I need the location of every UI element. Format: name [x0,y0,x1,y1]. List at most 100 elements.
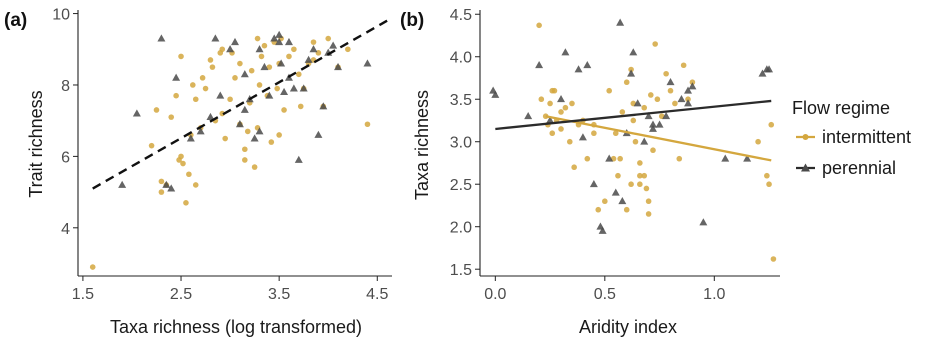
panel-a-point-perennial [309,45,318,53]
panel-a-point-intermittent [345,46,351,53]
panel-b-point-intermittent [637,160,643,166]
legend-label-intermittent: intermittent [822,127,911,147]
panel-a-point-perennial [240,70,249,78]
panel-b-point-intermittent [637,172,643,179]
panel-b-point-perennial [583,61,592,69]
panel-b-point-intermittent [764,172,770,179]
panel-b-point-intermittent [689,79,696,86]
panel-a-point-perennial [304,55,313,63]
panel-a-point-intermittent [192,182,199,188]
panel-b-point-perennial [616,18,625,26]
panel-b-point-intermittent [637,181,643,188]
panel-a-point-perennial [157,34,166,42]
panel-b-point-intermittent [641,104,648,111]
panel-b-point-intermittent [549,130,556,137]
panel-b-point-perennial [627,69,636,77]
legend: Flow regime intermittent perennial [792,98,911,178]
panel-a-point-perennial [277,59,286,67]
panel-b-point-intermittent [766,181,772,188]
panel-b-point-perennial [699,218,708,226]
panel-a-point-perennial [255,45,264,53]
panel-a-label: (a) [4,10,27,31]
panel-a-dashed-trendline [92,19,388,190]
panel-a-x-tick-label: 3.5 [268,286,290,303]
panel-b-point-intermittent [650,147,656,154]
panel-a-point-intermittent [158,178,165,185]
panel-a: (a) 1.5 2.5 3.5 4.5 4 6 8 10 Taxa richness (log… [4,7,392,337]
legend-item-perennial: perennial [796,158,896,178]
panel-a-y-tick-label: 10 [52,7,70,24]
panel-b-point-intermittent [755,138,761,145]
panel-a-point-perennial [216,91,225,99]
panel-b-x-tick-label: 0.5 [594,286,616,303]
panel-a-point-intermittent [237,60,243,67]
panel-a-point-perennial [284,37,293,46]
panel-a-point-intermittent [190,82,196,88]
panel-b-y-tick-label: 4.5 [450,7,472,24]
panel-b-x-tick-label: 1.0 [703,286,725,303]
panel-a-point-intermittent [232,75,238,81]
panel-b-point-perennial [684,99,693,107]
panel-a-x-tick-label: 4.5 [366,286,388,303]
panel-a-point-intermittent [254,35,261,42]
panel-a-x-tick-label: 2.5 [170,286,192,303]
panel-b-point-perennial [524,112,533,120]
panel-a-point-intermittent [207,57,214,63]
panel-a-point-intermittent [261,42,268,49]
panel-b-point-perennial [491,90,500,98]
panel-b-label: (b) [400,10,424,31]
panel-b-point-intermittent [558,109,564,115]
panel-b-point-intermittent [591,130,597,137]
panel-a-point-perennial [211,34,220,42]
panel-b-point-perennial [688,82,697,90]
panel-b-point-perennial [574,65,583,73]
panel-b-point-intermittent [536,22,542,29]
panel-b-points [489,18,777,262]
panel-b-y-tick-label: 3.5 [450,92,472,109]
panel-a-point-intermittent [176,157,182,163]
panel-b-point-perennial [677,95,686,103]
panel-b-point-perennial [557,95,566,103]
panel-b-point-intermittent [619,109,626,115]
panel-b-y-tick-label: 4.0 [450,50,472,67]
panel-b-point-perennial [649,124,657,132]
panel-a-point-perennial [118,180,127,188]
panel-a-axes: 1.5 2.5 3.5 4.5 4 6 8 10 [52,7,392,303]
panel-a-point-intermittent [192,96,199,103]
panel-b-point-intermittent [615,172,621,179]
panel-a-y-tick-label: 8 [61,78,70,95]
panel-b-point-intermittent [648,92,654,98]
panel-a-point-perennial [299,84,308,92]
panel-a-point-perennial [265,91,274,99]
panel-b-point-intermittent [566,138,573,145]
panel-a-point-intermittent [183,200,189,206]
panel-b-point-intermittent [663,70,669,77]
panel-a-point-perennial [231,37,239,46]
panel-a-point-intermittent [244,128,251,135]
panel-a-point-perennial [294,155,303,163]
panel-a-point-perennial [240,105,249,113]
legend-title: Flow regime [792,98,890,118]
panel-a-ylabel: Trait richness [26,90,46,197]
panel-a-point-intermittent [242,146,248,153]
panel-a-point-intermittent [297,103,304,110]
panel-b-point-perennial [684,86,693,94]
panel-a-point-perennial [275,37,284,46]
panel-b-point-intermittent [569,100,575,107]
panel-b-point-intermittent [680,62,687,69]
panel-a-point-perennial [363,59,372,67]
legend-item-intermittent: intermittent [796,127,911,147]
panel-a-point-intermittent [219,46,226,53]
panel-b-point-intermittent [612,130,619,137]
panel-a-point-intermittent [158,189,165,195]
panel-a-point-intermittent [242,157,248,163]
panel-a-y-tick-label: 4 [61,221,70,238]
panel-b-point-intermittent [571,164,577,171]
panel-a-point-intermittent [89,264,96,270]
panel-a-point-intermittent [268,139,275,145]
panel-a-point-intermittent [258,53,265,60]
panel-b-point-intermittent [602,198,608,205]
panel-a-point-intermittent [266,64,273,70]
panel-b-point-perennial [561,48,570,56]
panel-a-point-perennial [314,130,323,138]
